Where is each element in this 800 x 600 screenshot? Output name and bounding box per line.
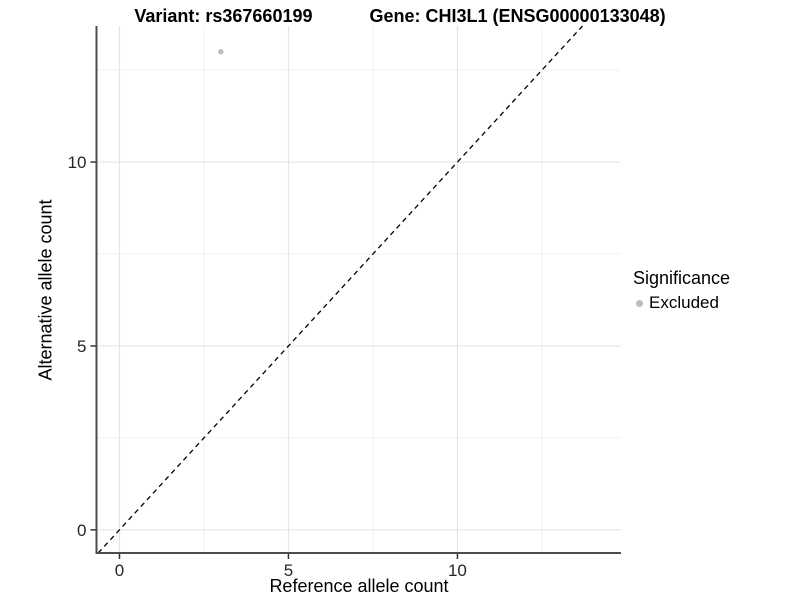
y-tick-label: 10 (68, 153, 87, 172)
x-axis-title: Reference allele count (269, 576, 449, 596)
legend-title: Significance (633, 268, 731, 288)
variant-title-label: Variant: rs367660199 (134, 6, 313, 26)
legend-point-icon (636, 299, 643, 307)
data-point (218, 49, 224, 55)
y-axis-title: Alternative allele count (35, 199, 56, 381)
legend-item-excluded: Excluded (636, 293, 730, 313)
identity-reference-line (97, 25, 583, 554)
y-tick-label: 0 (77, 521, 86, 540)
legend: Significance Excluded (633, 268, 730, 313)
y-tick-label: 5 (77, 337, 86, 356)
chart-title: Variant: rs367660199 Gene: CHI3L1 (ENSG0… (0, 6, 800, 28)
gene-title-label: Gene: CHI3L1 (ENSG00000133048) (369, 6, 666, 26)
x-tick-label: 0 (115, 561, 124, 580)
x-tick-label: 10 (448, 561, 467, 580)
x-tick-label: 5 (284, 561, 293, 580)
legend-item-label: Excluded (649, 293, 719, 312)
